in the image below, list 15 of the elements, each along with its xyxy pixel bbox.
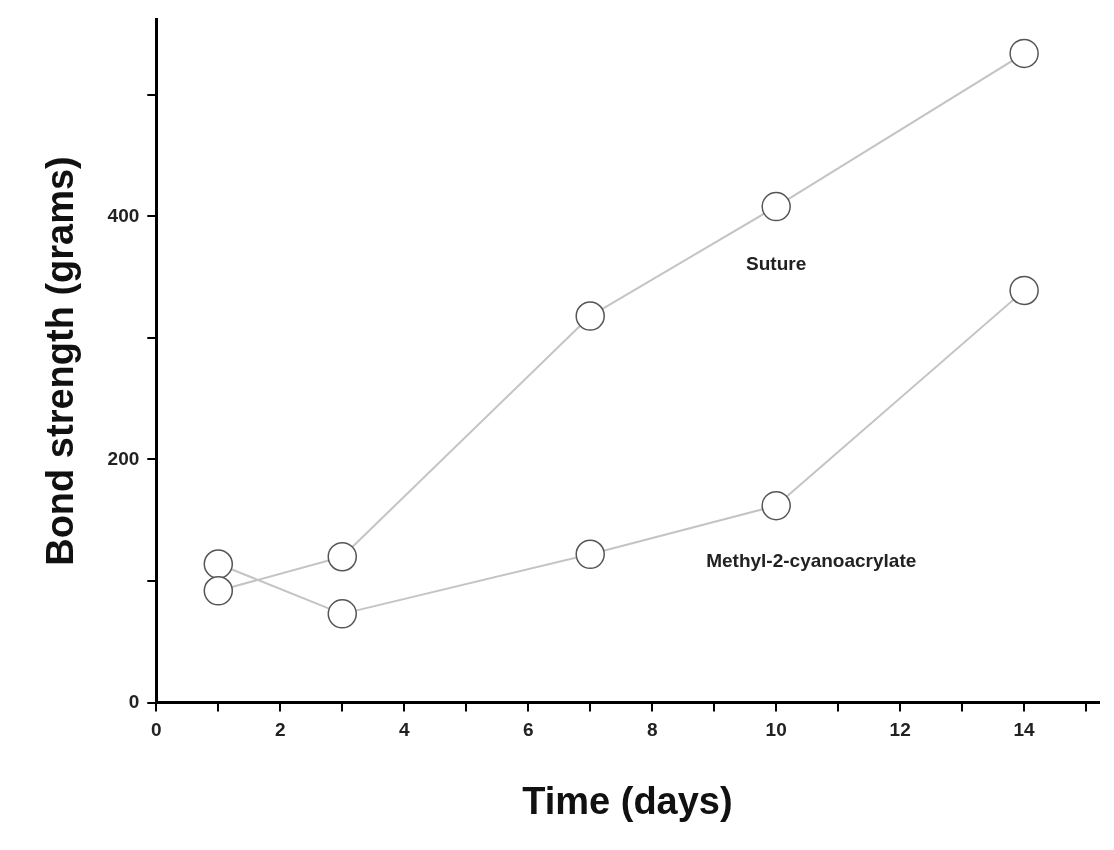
series-label: Methyl-2-cyanoacrylate — [706, 549, 917, 571]
x-tick-label: 10 — [765, 719, 787, 741]
y-tick-label: 200 — [107, 447, 140, 469]
x-tick-label: 8 — [646, 719, 658, 741]
x-tick-label: 4 — [398, 719, 410, 741]
x-tick-label: 0 — [151, 719, 162, 741]
x-tick-label: 14 — [1013, 719, 1036, 741]
x-tick-label: 12 — [889, 719, 911, 741]
x-axis-title: Time (days) — [522, 779, 733, 822]
y-axis-title: Bond strength (grams) — [39, 156, 82, 566]
y-tick-label: 0 — [128, 690, 140, 712]
series-label: Suture — [746, 252, 807, 274]
x-tick-label: 6 — [522, 719, 534, 741]
x-tick-label: 2 — [274, 719, 286, 741]
y-tick-label: 400 — [107, 204, 140, 226]
